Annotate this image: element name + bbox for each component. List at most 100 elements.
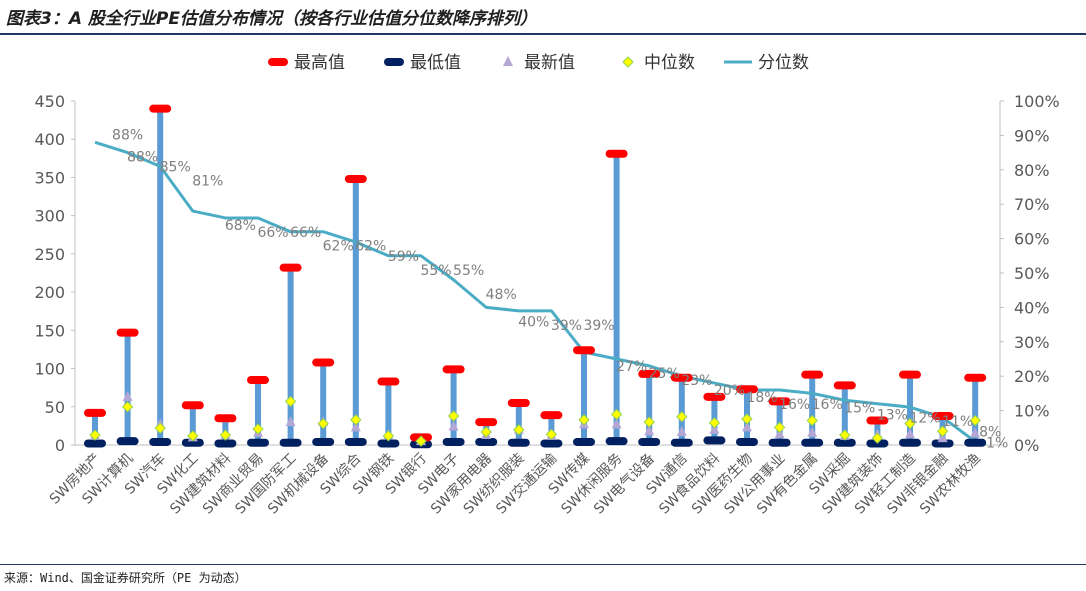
latest-marker <box>285 416 296 427</box>
median-marker <box>969 414 981 427</box>
min-marker <box>736 437 758 446</box>
percentile-label: 66% <box>290 225 321 241</box>
min-marker <box>84 439 106 448</box>
latest-marker <box>611 418 622 429</box>
range-bar <box>92 412 98 444</box>
max-marker <box>703 392 726 401</box>
median-marker <box>578 414 590 426</box>
median-marker <box>219 429 232 441</box>
left-tick-label: 300 <box>34 207 65 226</box>
right-tick-label: 70% <box>1014 195 1050 214</box>
max-marker <box>344 174 367 183</box>
max-marker <box>377 377 400 386</box>
median-marker <box>187 430 199 442</box>
latest-marker <box>350 421 361 432</box>
min-marker <box>181 438 204 447</box>
percentile-label: 48% <box>486 287 517 303</box>
median-marker <box>904 417 916 430</box>
median-marker <box>676 411 688 423</box>
median-marker <box>936 425 949 437</box>
max-marker <box>736 385 758 394</box>
legend-label: 中位数 <box>644 53 695 73</box>
max-marker <box>768 397 791 406</box>
percentile-label: 25% <box>649 366 680 382</box>
min-marker <box>344 437 367 446</box>
min-marker <box>833 438 856 447</box>
percentile-label: 11% <box>942 414 973 430</box>
left-tick-label: 350 <box>34 168 65 187</box>
range-bar <box>385 381 392 444</box>
legend-median-swatch <box>622 56 634 68</box>
median-marker <box>252 423 264 435</box>
percentile-label: 55% <box>420 263 451 279</box>
max-marker <box>84 408 106 417</box>
range-bar <box>124 332 131 442</box>
median-marker <box>480 426 492 438</box>
right-tick-label: 30% <box>1014 333 1050 352</box>
percentile-label: 16% <box>812 397 843 413</box>
max-marker <box>833 381 856 390</box>
range-bar <box>255 380 261 443</box>
range-bar <box>287 267 294 443</box>
range-bar <box>189 405 196 443</box>
min-marker <box>214 439 237 448</box>
max-marker <box>247 376 269 385</box>
max-marker <box>507 398 530 407</box>
min-marker <box>768 438 791 447</box>
percentile-label: 20% <box>714 383 745 399</box>
min-marker <box>801 438 824 447</box>
left-tick-label: 250 <box>34 245 65 264</box>
markers <box>84 104 987 449</box>
left-tick-label: 0 <box>55 436 65 455</box>
right-tick-label: 10% <box>1014 402 1050 421</box>
min-marker <box>149 437 172 446</box>
median-marker <box>545 428 558 441</box>
percentile-label: 85% <box>160 160 191 176</box>
percentile-label: 12% <box>909 411 940 427</box>
left-tick-label: 450 <box>34 92 65 111</box>
legend-max-swatch <box>268 58 288 66</box>
median-marker <box>871 432 884 444</box>
legend-label: 最低值 <box>410 53 461 73</box>
percentile-label: 88% <box>112 127 143 143</box>
left-y-axis: 0 50 100 150 200 250 300 350 400 450 <box>34 92 1000 455</box>
max-marker <box>964 373 987 382</box>
median-marker <box>284 395 297 408</box>
max-marker <box>312 358 335 367</box>
left-tick-label: 50 <box>45 398 65 417</box>
range-bar <box>678 377 685 443</box>
min-marker <box>279 438 302 447</box>
max-marker <box>801 370 824 379</box>
left-tick-label: 400 <box>34 130 65 149</box>
max-marker <box>638 369 661 378</box>
range-bar <box>515 402 522 443</box>
percentile-label: 18% <box>746 390 777 406</box>
max-marker <box>670 373 693 382</box>
min-marker <box>670 438 693 447</box>
latest-marker <box>742 421 752 432</box>
latest-marker <box>905 428 915 439</box>
range-bar <box>972 377 979 443</box>
range-bar <box>841 385 848 443</box>
max-marker <box>540 411 563 420</box>
range-bar <box>613 153 620 442</box>
percentile-label: 59% <box>388 249 419 265</box>
percentile-label: 13% <box>877 407 908 423</box>
min-marker <box>638 437 661 446</box>
right-y-axis: 0% 10% 20% 30% 40% 50% 60% 70% 80% 90% 100% <box>999 92 1060 455</box>
left-tick-label: 150 <box>34 321 65 340</box>
page-title: 图表3：A 股全行业PE估值分布情况（按各行业估值分位数降序排列） <box>6 9 537 29</box>
percentile-label: 23% <box>681 373 712 389</box>
chart-legend: 最高值 最低值 最新值 中位数 分位数 <box>268 53 809 73</box>
median-marker <box>806 414 818 427</box>
median-marker <box>839 429 851 441</box>
range-bar <box>157 108 164 442</box>
right-tick-label: 60% <box>1014 230 1050 249</box>
percentile-label: 62% <box>355 239 386 255</box>
legend-label: 最高值 <box>294 53 345 73</box>
source-note: 来源：Wind、国金证券研究所（PE 为动态） <box>4 571 247 585</box>
max-marker <box>279 263 302 272</box>
percentile-line-group <box>94 140 977 443</box>
max-marker <box>442 365 465 374</box>
latest-marker <box>448 420 459 431</box>
